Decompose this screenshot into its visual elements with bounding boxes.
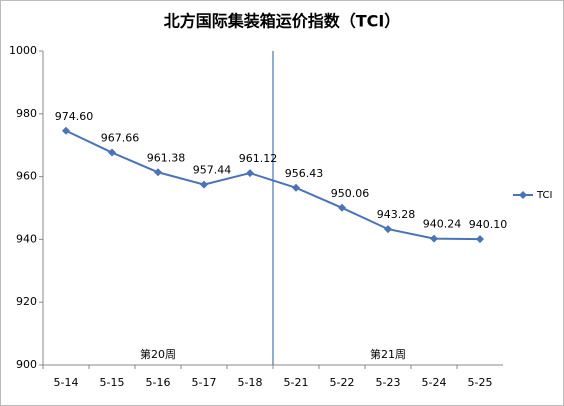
x-tick-label: 5-17 (192, 376, 217, 389)
data-point (62, 126, 70, 135)
data-point (338, 203, 346, 212)
week-label: 第20周 (140, 347, 176, 361)
data-label: 940.24 (423, 218, 462, 231)
data-label: 967.66 (101, 132, 140, 145)
week-label: 第21周 (370, 347, 406, 361)
x-tick-label: 5-25 (468, 376, 493, 389)
data-label: 956.43 (285, 167, 324, 180)
y-tick-label: 940 (16, 232, 37, 245)
x-tick-label: 5-22 (330, 376, 355, 389)
x-tick-label: 5-15 (100, 376, 125, 389)
data-point (108, 148, 116, 157)
data-label: 943.28 (377, 208, 416, 221)
y-tick-label: 900 (16, 358, 37, 371)
y-tick-label: 1000 (9, 44, 37, 57)
x-tick-label: 5-14 (54, 376, 79, 389)
data-label: 950.06 (331, 187, 370, 200)
y-tick-label: 960 (16, 170, 37, 183)
legend-marker (519, 191, 527, 199)
data-point (292, 183, 300, 192)
y-tick-label: 920 (16, 295, 37, 308)
data-label: 961.12 (239, 152, 278, 165)
y-tick-label: 980 (16, 107, 37, 120)
data-point (246, 169, 254, 178)
x-tick-label: 5-18 (238, 376, 263, 389)
data-point (430, 234, 438, 243)
data-label: 961.38 (147, 151, 186, 164)
chart-title: 北方国际集装箱运价指数（TCI） (164, 12, 401, 31)
x-tick-label: 5-23 (376, 376, 401, 389)
data-label: 940.10 (469, 218, 508, 231)
data-label: 974.60 (55, 110, 94, 123)
legend-label: TCI (536, 190, 552, 201)
series-line (65, 129, 481, 241)
x-tick-label: 5-21 (284, 376, 309, 389)
data-label: 957.44 (193, 164, 232, 177)
x-tick-label: 5-16 (146, 376, 171, 389)
x-tick-label: 5-24 (422, 376, 447, 389)
data-point (154, 168, 162, 177)
data-point (384, 225, 392, 234)
data-point (200, 180, 208, 189)
data-point (476, 235, 484, 244)
